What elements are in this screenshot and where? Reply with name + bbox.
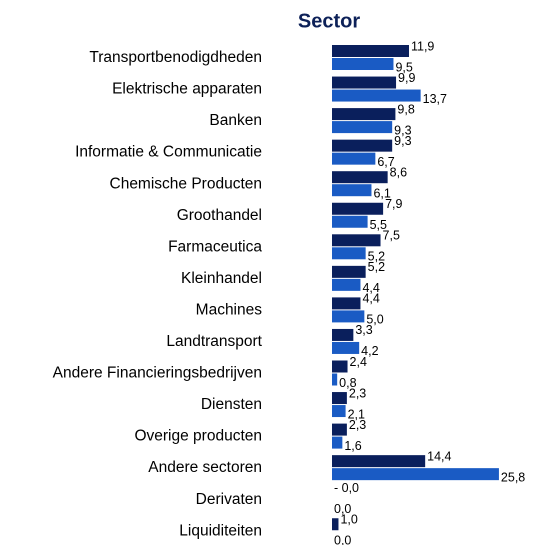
value-label: 7,5 bbox=[383, 229, 400, 243]
value-label: 5,5 bbox=[370, 218, 387, 232]
bar bbox=[332, 373, 338, 386]
bar bbox=[332, 76, 397, 89]
bar bbox=[332, 89, 421, 102]
category-label: Groothandel bbox=[177, 207, 262, 224]
value-label: 0,0 bbox=[334, 502, 351, 516]
bar bbox=[332, 58, 394, 70]
category-label: Machines bbox=[196, 301, 263, 318]
value-label: 5,2 bbox=[368, 260, 385, 274]
value-label: 0,0 bbox=[334, 534, 351, 545]
value-label: 9,9 bbox=[398, 71, 415, 85]
bar bbox=[332, 278, 361, 291]
bar bbox=[332, 202, 384, 215]
category-label: Farmaceutica bbox=[168, 238, 262, 255]
chart-title: Sector bbox=[298, 10, 360, 32]
bar bbox=[332, 328, 354, 341]
value-label: 0,8 bbox=[339, 376, 356, 390]
value-label: 11,9 bbox=[411, 39, 434, 53]
category-label: Kleinhandel bbox=[181, 270, 262, 287]
bar bbox=[332, 455, 426, 468]
bar bbox=[332, 139, 393, 152]
bar bbox=[332, 184, 372, 197]
value-label: 25,8 bbox=[501, 470, 525, 484]
bar bbox=[332, 121, 393, 134]
category-label: Andere sectoren bbox=[148, 459, 262, 476]
value-label: 3,3 bbox=[355, 323, 372, 337]
category-label: Informatie & Communicatie bbox=[75, 144, 262, 161]
value-label: 9,3 bbox=[394, 123, 411, 137]
bar bbox=[332, 360, 348, 373]
value-label: 6,7 bbox=[377, 155, 394, 169]
category-label: Diensten bbox=[201, 396, 262, 413]
bar bbox=[332, 392, 347, 405]
value-label: 5,0 bbox=[366, 313, 383, 327]
value-label: 13,7 bbox=[423, 92, 447, 106]
value-label: 2,3 bbox=[349, 386, 366, 400]
bar bbox=[332, 108, 396, 121]
value-label: 2,3 bbox=[349, 418, 366, 432]
value-label: 9,3 bbox=[394, 134, 411, 148]
bar bbox=[332, 215, 368, 228]
bar bbox=[332, 247, 366, 260]
bar bbox=[332, 436, 343, 449]
bar bbox=[332, 265, 366, 278]
value-label: 1,6 bbox=[344, 439, 361, 453]
category-label: Andere Financieringsbedrijven bbox=[53, 365, 262, 382]
bar bbox=[332, 310, 365, 323]
category-label: Elektrische apparaten bbox=[112, 81, 262, 98]
value-label: 7,9 bbox=[385, 197, 402, 211]
value-label: 6,1 bbox=[373, 186, 390, 200]
bar bbox=[332, 171, 388, 184]
category-label: Transportbenodigdheden bbox=[89, 49, 262, 66]
value-label: 2,4 bbox=[350, 355, 367, 369]
bar bbox=[332, 297, 361, 310]
bar bbox=[332, 405, 346, 418]
bar bbox=[332, 45, 409, 57]
category-label: Liquiditeiten bbox=[179, 522, 262, 539]
value-label: 14,4 bbox=[427, 449, 451, 463]
value-label: 1,0 bbox=[340, 513, 357, 527]
value-label: 9,5 bbox=[395, 60, 412, 74]
category-label: Banken bbox=[209, 112, 262, 129]
bar bbox=[332, 423, 347, 436]
value-label: 4,4 bbox=[362, 292, 379, 306]
bar bbox=[332, 152, 376, 165]
value-label: - 0,0 bbox=[334, 481, 359, 495]
value-label: 4,2 bbox=[361, 344, 378, 358]
bar bbox=[332, 341, 360, 354]
bar bbox=[332, 468, 499, 481]
category-label: Chemische Producten bbox=[110, 175, 263, 192]
bar bbox=[332, 518, 339, 531]
value-label: 2,1 bbox=[348, 407, 365, 421]
value-label: 5,2 bbox=[368, 250, 385, 264]
category-label: Overige producten bbox=[134, 428, 262, 445]
value-label: 8,6 bbox=[390, 165, 407, 179]
value-label: 4,4 bbox=[362, 281, 379, 295]
category-label: Derivaten bbox=[196, 491, 262, 508]
value-label: 9,8 bbox=[397, 102, 414, 116]
bar bbox=[332, 234, 381, 247]
category-label: Landtransport bbox=[166, 333, 262, 350]
